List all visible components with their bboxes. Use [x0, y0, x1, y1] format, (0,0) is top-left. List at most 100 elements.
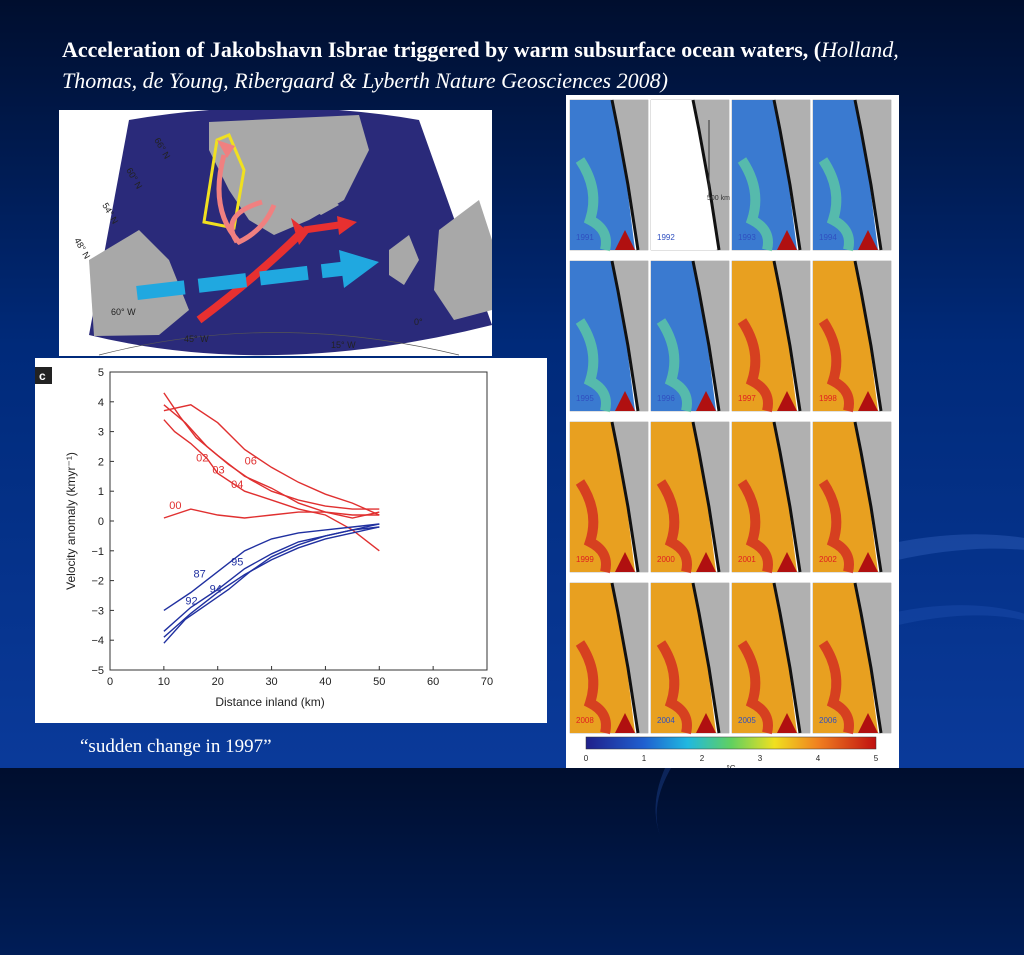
pink-current-loop	[216, 154, 277, 246]
warm-patch	[575, 479, 611, 574]
x-tick-label: 60	[427, 676, 439, 688]
year-label: 1995	[576, 394, 594, 403]
southern-warm-patch	[777, 552, 797, 572]
year-label: 2006	[819, 716, 837, 725]
x-tick-label: 40	[319, 676, 331, 688]
year-tile-1991: 1991	[569, 99, 649, 252]
sst-year-grid-panel: 1991 1992 500 km 1993 1994 1995 1996 1997 1998 19…	[566, 95, 899, 773]
greenland-coast	[855, 583, 891, 733]
year-label: 1999	[576, 555, 594, 564]
warm-patch	[818, 318, 854, 413]
x-tick-label: 10	[158, 676, 170, 688]
panel-letter: c	[39, 369, 46, 383]
colorbar-tick-label: 3	[758, 754, 763, 763]
colorbar-ticks: 0 1 2 3 4 5 °C	[584, 754, 879, 773]
x-tick-label: 0	[107, 676, 113, 688]
slide-title: Acceleration of Jakobshavn Isbrae trigge…	[62, 34, 962, 96]
year-tile-2008: 2008	[569, 582, 649, 735]
southern-warm-patch	[696, 552, 716, 572]
y-tick-label: 1	[98, 486, 104, 498]
year-tile-1995: 1995	[569, 260, 649, 413]
warm-patch	[737, 640, 773, 735]
colorbar-tick-label: 0	[584, 754, 589, 763]
lon-label-0: 0°	[414, 317, 423, 327]
southern-warm-patch	[615, 230, 635, 250]
year-label: 2005	[738, 716, 756, 725]
x-axis-label: Distance inland (km)	[215, 695, 324, 709]
coastline	[853, 421, 883, 573]
southern-warm-patch	[777, 713, 797, 733]
y-tick-label: 4	[98, 397, 104, 409]
y-tick-label: 5	[98, 367, 104, 379]
southern-warm-patch	[696, 713, 716, 733]
series-label: 92	[185, 595, 197, 607]
warm-patch	[656, 479, 692, 574]
southern-warm-patch	[696, 391, 716, 411]
greenland-coast	[774, 261, 810, 411]
series-line-92	[163, 526, 380, 644]
sst-year-grid: 1991 1992 500 km 1993 1994 1995 1996 1997 1998 19…	[569, 99, 892, 773]
series-line-06	[163, 404, 380, 516]
southern-warm-patch	[858, 552, 878, 572]
temperature-colorbar: 0 1 2 3 4 5 °C	[584, 736, 879, 773]
greenland-coast	[693, 422, 729, 572]
slide-caption: “sudden change in 1997”	[80, 736, 272, 757]
warm-arrowhead-1	[291, 218, 309, 245]
x-tick-label: 30	[265, 676, 277, 688]
colorbar-tick-label: 5	[874, 754, 879, 763]
plot-frame	[109, 371, 488, 671]
colorbar-unit: °C	[727, 764, 736, 768]
greenland-coast	[855, 100, 891, 250]
warm-patch	[737, 479, 773, 574]
series-label: 00	[169, 500, 181, 512]
axes: 0 10 20 30 40 50 60 70 −5 −4 −3 −2 −1 0 1 2 3 4 5	[91, 367, 493, 688]
warm-patch	[656, 318, 692, 413]
panel-letter-box	[35, 367, 52, 384]
southern-warm-patch	[858, 713, 878, 733]
lon-label-45w: 45° W	[184, 334, 209, 344]
warm-patch	[737, 157, 773, 252]
year-tile-1993: 1993	[731, 99, 811, 252]
warm-patch	[575, 157, 611, 252]
year-tile-1998: 1998	[812, 260, 892, 413]
series-label: 06	[245, 455, 257, 467]
y-tick-label: −5	[91, 665, 104, 677]
greenland-coast	[774, 100, 810, 250]
x-tick-label: 70	[481, 676, 493, 688]
y-tick-label: −1	[91, 546, 104, 558]
y-tick-label: −4	[91, 635, 104, 647]
coastline	[691, 99, 721, 251]
coastline	[853, 260, 883, 412]
series-line-03	[163, 392, 380, 519]
coastline	[772, 260, 802, 412]
scale-bar-label: 500 km	[707, 195, 730, 202]
map-svg: 66° N 60° N 54° N 48° N 60° W 45° W 15° …	[72, 107, 492, 356]
series-lines	[163, 392, 380, 644]
pink-arrowhead	[217, 140, 235, 158]
coastline	[853, 99, 883, 251]
cold-arrowhead	[339, 250, 379, 288]
warm-patch	[575, 640, 611, 735]
series-label: 95	[231, 557, 243, 569]
coastline	[772, 99, 802, 251]
year-tile-1996: 1996	[650, 260, 730, 413]
year-tile-1992: 1992 500 km	[650, 99, 730, 251]
ocean	[89, 107, 492, 356]
year-label: 1996	[657, 394, 675, 403]
y-tick-label: 2	[98, 456, 104, 468]
coastline	[610, 421, 640, 573]
warm-arrowhead-2	[337, 216, 357, 235]
coastline	[691, 421, 721, 573]
greenland-coast	[693, 261, 729, 411]
series-label: 02	[196, 452, 208, 464]
year-label: 2000	[657, 555, 675, 564]
greenland-coast	[774, 583, 810, 733]
year-tile-1999: 1999	[569, 421, 649, 574]
year-label: 1992	[657, 233, 675, 242]
southern-warm-patch	[615, 552, 635, 572]
y-tick-label: 3	[98, 427, 104, 439]
warm-current-arrow	[196, 227, 307, 324]
warm-patch	[656, 640, 692, 735]
warm-patch	[575, 318, 611, 413]
north-atlantic-map: 66° N 60° N 54° N 48° N 60° W 45° W 15° …	[59, 107, 492, 356]
